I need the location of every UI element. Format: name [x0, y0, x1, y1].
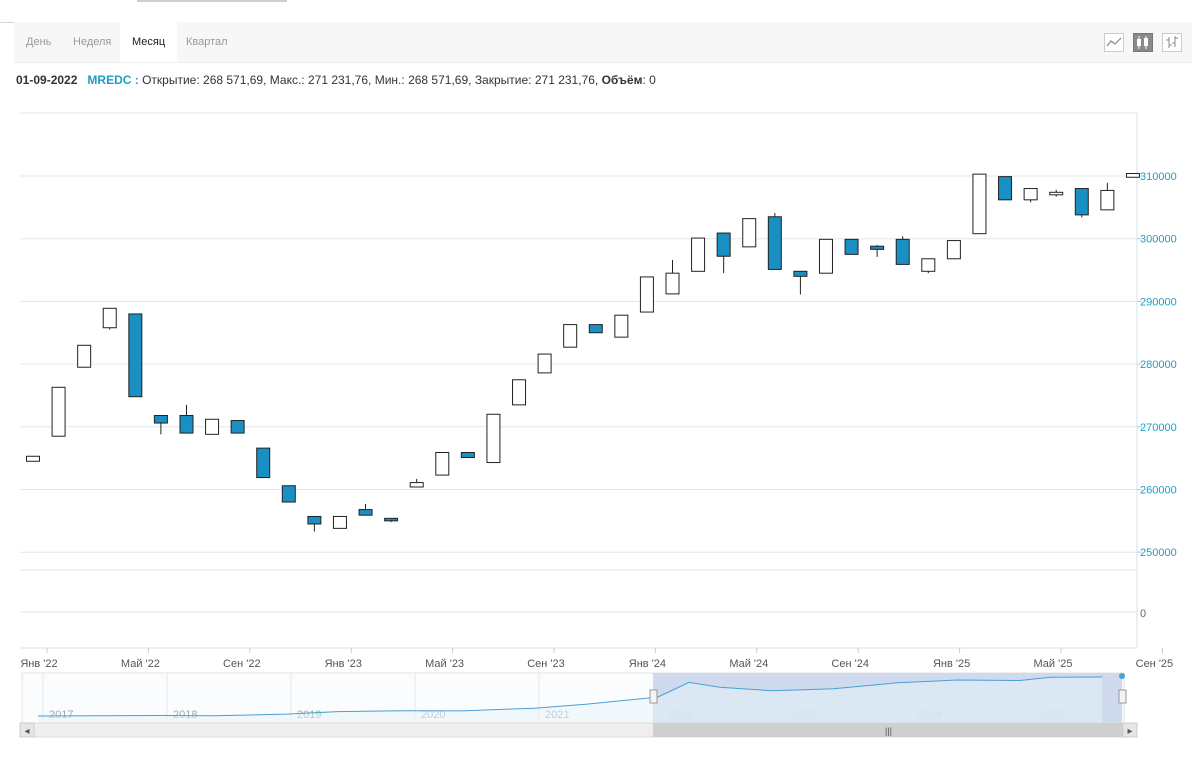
info-close-value: 271 231,76, [534, 73, 599, 87]
period-toolbar: День Неделя Месяц Квартал [14, 22, 1192, 63]
info-open-label: Открытие: [142, 73, 200, 87]
candle-body [895, 238, 910, 265]
y-tick-label: 280000 [1140, 359, 1177, 371]
x-tick-label: Янв '23 [325, 658, 362, 670]
volume-tick-label: 0 [1140, 608, 1146, 620]
candle-body [51, 386, 66, 437]
navigator-end-dot [1119, 673, 1125, 679]
candle-body [26, 455, 40, 462]
x-tick-label: Май '24 [729, 658, 768, 670]
scroll-left-arrow-icon: ◂ [24, 726, 29, 737]
candle-body [230, 420, 245, 434]
candle-body [691, 237, 706, 272]
info-close-label: Закрытие: [474, 73, 532, 87]
tab-week[interactable]: Неделя [73, 36, 112, 48]
candle-body [205, 418, 220, 435]
candle-body [1049, 191, 1064, 196]
candle-body [358, 509, 373, 516]
info-volume-label: Объём [601, 73, 643, 87]
info-high-label: Макс.: [269, 73, 305, 87]
info-date: 01-09-2022 [16, 73, 78, 87]
candle-body [1074, 188, 1089, 216]
candle-body [946, 240, 961, 260]
tab-quarter[interactable]: Квартал [186, 36, 228, 48]
candle-body [588, 324, 603, 334]
tab-month[interactable]: Месяц [120, 22, 178, 62]
tab-day[interactable]: День [26, 36, 52, 48]
y-tick-label: 260000 [1140, 485, 1177, 497]
candle-body [563, 324, 578, 348]
info-high-value: 271 231,76, [307, 73, 372, 87]
navigator-line [37, 676, 1103, 717]
top-tab-stub [137, 0, 287, 2]
scroll-left-button[interactable] [19, 722, 35, 738]
ohlc-bar-chart-icon[interactable] [1162, 33, 1182, 52]
candle-body [998, 176, 1013, 201]
candle-body [844, 238, 859, 255]
x-tick-label: Сен '22 [223, 658, 261, 670]
x-tick-label: Сен '23 [527, 658, 565, 670]
candle-body [384, 517, 399, 522]
candle-body [512, 379, 527, 406]
navigator-area [38, 677, 1103, 723]
x-tick-label: Янв '22 [20, 658, 57, 670]
candle-body [281, 485, 296, 503]
candle-body [1100, 189, 1115, 211]
x-tick-label: Янв '25 [933, 658, 970, 670]
info-ticker: MREDC : [87, 73, 139, 87]
candle-body [639, 276, 654, 313]
candlestick-chart-icon[interactable] [1133, 33, 1153, 52]
candle-body [179, 415, 194, 434]
info-open-value: 268 571,69, [203, 73, 267, 87]
navigator-right-handle[interactable] [1118, 689, 1127, 704]
candle-body [128, 313, 143, 398]
scrollbar-thumb[interactable] [653, 723, 1124, 737]
y-tick-label: 270000 [1140, 422, 1177, 434]
candle-body [435, 452, 450, 476]
candle-body [460, 452, 475, 459]
x-tick-label: Сен '24 [831, 658, 869, 670]
candle-body [921, 258, 936, 272]
x-tick-label: Май '23 [425, 658, 464, 670]
candle-body [307, 515, 322, 525]
candle-body [870, 245, 885, 250]
scroll-right-arrow-icon: ▸ [1127, 726, 1132, 737]
candle-body [818, 238, 833, 274]
x-tick-label: Сен '25 [1136, 658, 1174, 670]
line-chart-icon[interactable] [1104, 33, 1124, 52]
info-low-value: 268 571,69, [408, 73, 472, 87]
candle-body [742, 218, 757, 248]
candle-body [767, 216, 782, 270]
candle-body [614, 314, 629, 338]
candle-body [537, 353, 552, 374]
candle-body [332, 515, 347, 529]
y-tick-label: 250000 [1140, 547, 1177, 559]
candle-body [665, 272, 680, 295]
candle-body [256, 447, 271, 479]
candle-body [1023, 188, 1038, 201]
candle-body [486, 413, 501, 464]
candle-body [793, 270, 808, 277]
y-tick-label: 310000 [1140, 171, 1177, 183]
scrollbar-grip: ||| [885, 726, 892, 736]
candle-body [153, 415, 168, 424]
y-tick-label: 300000 [1140, 234, 1177, 246]
y-tick-label: 290000 [1140, 296, 1177, 308]
x-tick-label: Май '25 [1034, 658, 1073, 670]
info-low-label: Мин.: [374, 73, 405, 87]
candle-body [77, 344, 92, 368]
x-tick-label: Янв '24 [629, 658, 666, 670]
candle-body [972, 173, 987, 235]
x-tick-label: Май '22 [121, 658, 160, 670]
scroll-right-button[interactable] [1122, 722, 1138, 738]
candle-body [102, 307, 117, 329]
info-volume-value: : 0 [642, 73, 656, 87]
navigator-left-handle[interactable] [649, 689, 658, 704]
candle-body [1125, 172, 1140, 178]
candle-body [716, 232, 731, 257]
candle-body [409, 482, 424, 488]
ohlc-info-line: 01-09-2022 MREDC : Открытие: 268 571,69,… [16, 73, 656, 87]
